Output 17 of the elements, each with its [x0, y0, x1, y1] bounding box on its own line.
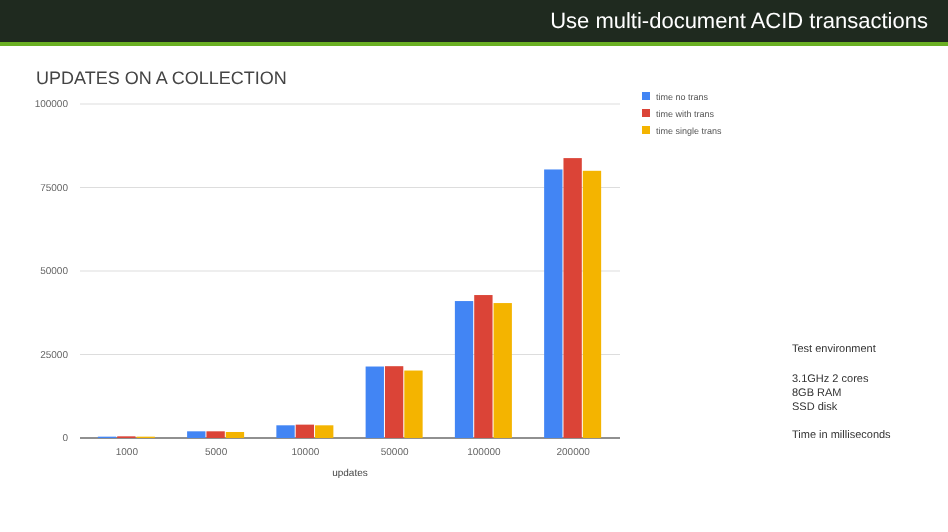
- chart-title: UPDATES ON A COLLECTION: [36, 68, 287, 88]
- bar: [206, 431, 225, 438]
- bar: [187, 431, 206, 438]
- bar: [404, 370, 423, 438]
- bar: [315, 425, 334, 438]
- text: Use multi-document ACID transactions: [550, 10, 929, 34]
- bar: [365, 366, 384, 438]
- bar: [295, 424, 315, 438]
- bar: [493, 303, 512, 438]
- bar: [454, 301, 474, 438]
- bar: [276, 425, 295, 438]
- bar: [225, 431, 245, 438]
- bar: [544, 169, 563, 438]
- bar: [582, 170, 602, 438]
- bar: [474, 295, 493, 438]
- bar: [384, 366, 404, 438]
- bar: [563, 158, 582, 438]
